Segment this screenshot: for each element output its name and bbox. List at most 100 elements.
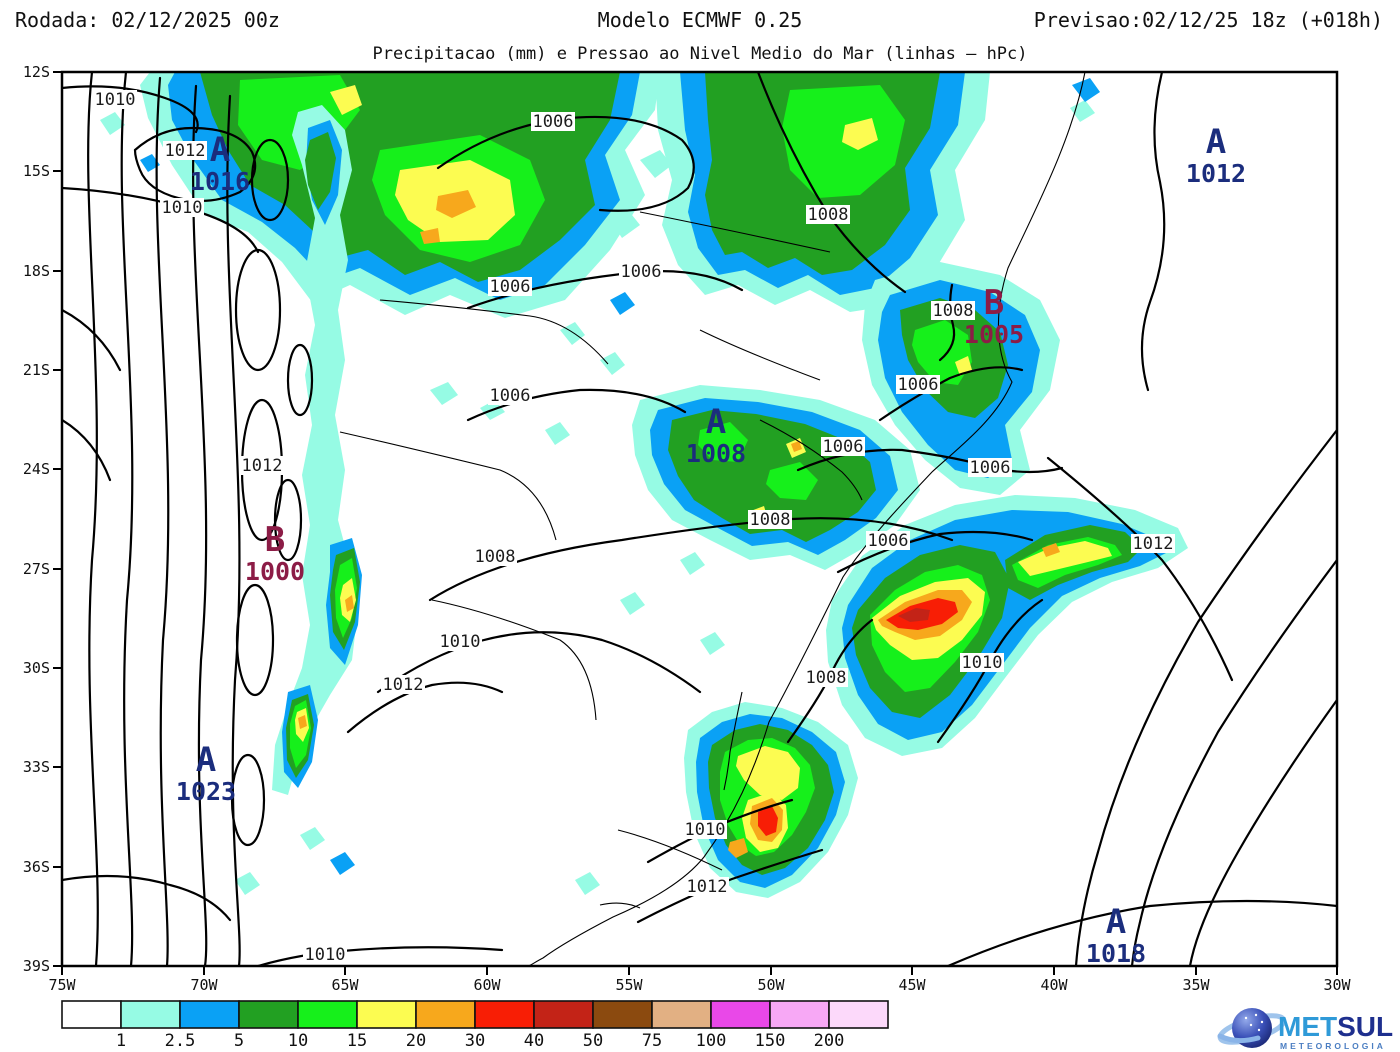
lat-tick-label: 33S (23, 758, 50, 776)
precip-region (698, 422, 748, 462)
precip-region (700, 632, 725, 655)
isobar-loop (286, 343, 314, 417)
isobar-line (1130, 558, 1337, 966)
lat-tick-label: 39S (23, 957, 50, 975)
isobar-label: 1006 (490, 277, 531, 297)
legend-label: 30 (465, 1031, 485, 1051)
precip-region (898, 608, 930, 622)
geo-line (617, 829, 723, 871)
geo-line (379, 299, 609, 365)
map-frame (60, 70, 1339, 968)
legend-label: 5 (234, 1031, 244, 1051)
logo-star (1254, 1013, 1258, 1017)
geo-line (699, 329, 821, 381)
isobar-label: 1008 (475, 547, 516, 567)
isobar-label-bg (806, 205, 850, 224)
forecast-valid-label: Previsao:02/12/25 18z (+018h) (1033, 8, 1383, 32)
isobar-label-bg (531, 112, 575, 131)
map-title: Precipitacao (mm) e Pressao ao Nivel Med… (372, 44, 1028, 64)
isobar-line (466, 388, 687, 422)
pressure-center-letter: A (196, 740, 216, 780)
legend-label: 2.5 (165, 1031, 196, 1051)
precip-region (766, 462, 818, 500)
isobar-line (1046, 456, 1234, 682)
isobar-line (836, 530, 1034, 574)
precip-region (610, 292, 635, 315)
legend-label: 10 (288, 1031, 308, 1051)
legend-label: 40 (524, 1031, 544, 1051)
precip-region (140, 154, 160, 172)
run-datetime-label: Rodada: 02/12/2025 00z (15, 8, 280, 32)
precip-region (300, 827, 325, 850)
geo-line (639, 211, 831, 253)
legend-swatch (238, 1000, 299, 1029)
isobar-label-bg (748, 510, 792, 529)
isobar-label: 1010 (440, 632, 481, 652)
isobar-loop (234, 248, 282, 372)
precip-region (728, 838, 748, 858)
isobar-label-bg (438, 632, 482, 651)
geo-line (527, 72, 1086, 966)
legend-swatch (179, 1000, 240, 1029)
isobar-label-layer: 1010 1012 1010 1006 1008 1006 1006 1008 1006 1006… (93, 90, 1175, 965)
isobar-line (878, 366, 1024, 422)
isobar-loop (230, 753, 266, 847)
geo-line (339, 431, 557, 541)
isobar-line (133, 126, 257, 202)
legend-swatch (592, 1000, 653, 1029)
isobar-line (636, 848, 824, 924)
legend-swatch (61, 1000, 122, 1029)
precip-region (736, 746, 800, 800)
isobar-line (376, 631, 702, 694)
pressure-center-letter: A (1106, 902, 1126, 942)
precip-region (305, 132, 336, 210)
isobar-label-bg (381, 675, 425, 694)
pressure-center-value: 1005 (964, 320, 1024, 349)
isobar-label: 1006 (490, 386, 531, 406)
isobar-line (1140, 72, 1166, 392)
isobar-label-bg (473, 547, 517, 566)
legend-swatch (651, 1000, 712, 1029)
precip-region (430, 382, 458, 405)
precip-region (1042, 543, 1060, 557)
pressure-center-letter: A (706, 402, 726, 442)
isobar-line (938, 283, 956, 362)
pressure-center-letter: B (984, 283, 1004, 323)
isobar-label: 1006 (823, 437, 864, 457)
precip-region (791, 441, 802, 452)
precip-region (610, 210, 640, 238)
geo-line (431, 599, 597, 721)
legend-swatch (474, 1000, 535, 1029)
lat-tick-label: 27S (23, 560, 50, 578)
legend-swatch (710, 1000, 771, 1029)
isobar-label: 1008 (933, 301, 974, 321)
lon-tick-label: 40W (1040, 976, 1068, 994)
isobar-label-bg (685, 877, 729, 896)
isobar-label-bg (240, 456, 284, 475)
isobar-label-bg (303, 945, 347, 964)
lon-tick-label: 45W (898, 976, 926, 994)
legend-label: 150 (755, 1031, 786, 1051)
isobar-layer (62, 72, 1337, 966)
geo-line (723, 691, 743, 791)
legend-label: 200 (814, 1031, 845, 1051)
isobar-line (62, 308, 122, 372)
legend-swatch (297, 1000, 358, 1029)
precip-region (1018, 541, 1112, 576)
lon-tick-label: 55W (615, 976, 643, 994)
lon-tick-label: 65W (331, 976, 359, 994)
lat-tick-label: 36S (23, 858, 50, 876)
isobar-label: 1008 (808, 205, 849, 225)
lat-tick-label: 18S (23, 262, 50, 280)
precip-region (420, 228, 440, 244)
precip-region (1072, 78, 1100, 102)
lat-tick-label: 12S (23, 63, 50, 81)
pressure-center-value: 1012 (1186, 159, 1246, 188)
isobar-label: 1006 (868, 531, 909, 551)
isobar-line (62, 874, 232, 922)
lon-tick-label: 70W (190, 976, 218, 994)
isobar-line (256, 946, 504, 966)
isobar-label-bg (160, 198, 204, 217)
isobar-label: 1010 (685, 820, 726, 840)
